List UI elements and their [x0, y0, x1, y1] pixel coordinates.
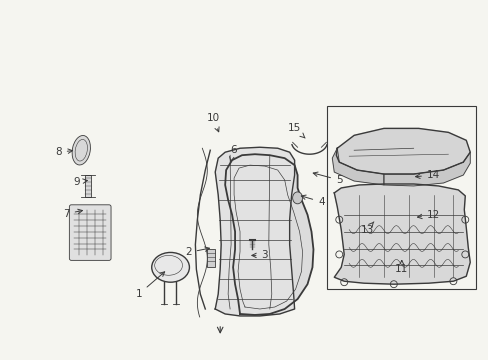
- Text: 1: 1: [135, 272, 164, 299]
- Polygon shape: [332, 148, 383, 185]
- Bar: [85, 175, 91, 197]
- Text: 2: 2: [185, 247, 209, 257]
- Ellipse shape: [292, 192, 302, 204]
- Text: 7: 7: [63, 209, 82, 219]
- Text: 9: 9: [73, 177, 87, 187]
- Polygon shape: [334, 184, 469, 284]
- Polygon shape: [224, 154, 313, 315]
- Text: 11: 11: [394, 261, 407, 274]
- Text: 6: 6: [229, 145, 236, 161]
- Text: 8: 8: [55, 147, 72, 157]
- Ellipse shape: [72, 135, 90, 165]
- Polygon shape: [336, 129, 469, 174]
- Ellipse shape: [151, 252, 189, 282]
- Text: 14: 14: [415, 170, 439, 180]
- FancyBboxPatch shape: [69, 205, 111, 260]
- Bar: [326, 105, 475, 289]
- Text: 5: 5: [313, 172, 342, 185]
- Text: 15: 15: [287, 123, 305, 138]
- Text: 10: 10: [206, 113, 220, 132]
- Bar: [207, 249, 215, 267]
- Polygon shape: [215, 147, 294, 316]
- Text: 12: 12: [417, 210, 439, 220]
- Text: 4: 4: [301, 195, 324, 207]
- Text: 13: 13: [360, 222, 373, 235]
- Polygon shape: [383, 152, 469, 186]
- Text: 3: 3: [251, 251, 267, 260]
